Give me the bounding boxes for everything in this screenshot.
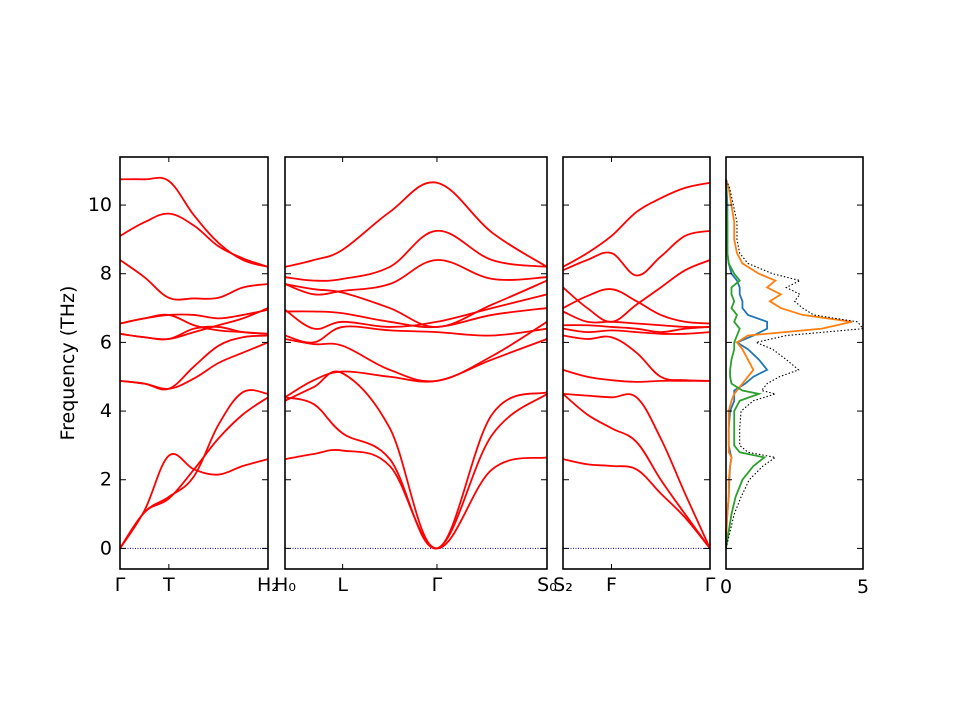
x-tick-label: H₀ bbox=[274, 574, 296, 596]
dos-curve-4 bbox=[725, 179, 865, 549]
x-tick-label: Γ bbox=[432, 574, 443, 596]
y-axis-label: Frequency (THz) bbox=[57, 286, 79, 441]
panel-frame bbox=[119, 156, 269, 570]
phonon-band-3 bbox=[284, 370, 548, 550]
dos-curve-2 bbox=[725, 179, 853, 549]
y-tick-label: 8 bbox=[100, 263, 112, 285]
x-tick-label: F bbox=[606, 574, 617, 596]
dos-panel-frame bbox=[725, 156, 864, 570]
phonon-band-8 bbox=[284, 293, 548, 330]
y-tick-label: 2 bbox=[100, 469, 112, 491]
x-tick-label: T bbox=[162, 574, 175, 596]
phonon-band-1 bbox=[562, 458, 711, 549]
phonon-band-12 bbox=[119, 176, 269, 268]
phonon-band-8 bbox=[562, 310, 711, 328]
phonon-band-5 bbox=[562, 334, 711, 382]
y-tick-label: 10 bbox=[88, 194, 112, 216]
phonon-band-4 bbox=[119, 334, 269, 391]
phonon-band-12 bbox=[562, 181, 711, 268]
band-panel-2: H₀ L Γ S₀ bbox=[274, 156, 557, 596]
phonon-band-2 bbox=[284, 393, 548, 550]
dos-x-tick-label: 0 bbox=[720, 576, 732, 598]
phonon-band-7 bbox=[562, 324, 711, 334]
phonon-band-2 bbox=[119, 396, 269, 549]
phonon-band-5 bbox=[119, 341, 269, 390]
phonon-band-10 bbox=[562, 259, 711, 323]
dos-curve-1 bbox=[725, 179, 769, 549]
phonon-band-1 bbox=[284, 449, 548, 550]
phonon-band-9 bbox=[562, 288, 711, 325]
phonon-band-11 bbox=[119, 212, 269, 268]
phonon-band-9 bbox=[284, 279, 548, 328]
y-tick-label: 0 bbox=[100, 537, 112, 559]
band-panel-1: Γ T H₂ 0 2 4 6 8 10 bbox=[88, 156, 279, 596]
x-tick-label: H₂ bbox=[257, 574, 279, 596]
phonon-band-10 bbox=[119, 259, 269, 301]
phonon-band-12 bbox=[284, 181, 548, 268]
phonon-band-3 bbox=[562, 393, 711, 549]
dos-x-tick-label: 5 bbox=[857, 576, 869, 598]
phonon-band-7 bbox=[119, 307, 269, 341]
x-tick-label: S₂ bbox=[553, 574, 573, 596]
phonon-band-9 bbox=[119, 313, 269, 335]
phonon-band-11 bbox=[284, 229, 548, 282]
panel-frame bbox=[284, 156, 548, 570]
x-tick-label: S₀ bbox=[537, 574, 557, 596]
phonon-band-5 bbox=[284, 321, 548, 383]
band-panel-3: S₂ F Γ bbox=[553, 156, 716, 596]
dos-curve-3 bbox=[725, 179, 767, 549]
phonon-band-3 bbox=[119, 389, 269, 549]
phonon-band-4 bbox=[284, 338, 548, 399]
y-tick-label: 4 bbox=[100, 400, 112, 422]
y-tick-label: 6 bbox=[100, 331, 112, 353]
y-axis-label-group: Frequency (THz) bbox=[57, 286, 79, 441]
phonon-band-11 bbox=[562, 229, 711, 277]
phonon-band-2 bbox=[562, 393, 711, 549]
x-tick-label: Γ bbox=[115, 574, 126, 596]
phonon-band-7 bbox=[284, 307, 548, 329]
phonon-band-6 bbox=[562, 327, 711, 335]
x-tick-label: Γ bbox=[705, 574, 716, 596]
phonon-band-6 bbox=[284, 325, 548, 344]
phonon-band-10 bbox=[284, 259, 548, 296]
panel-frame bbox=[562, 156, 711, 570]
x-tick-label: L bbox=[337, 574, 348, 596]
